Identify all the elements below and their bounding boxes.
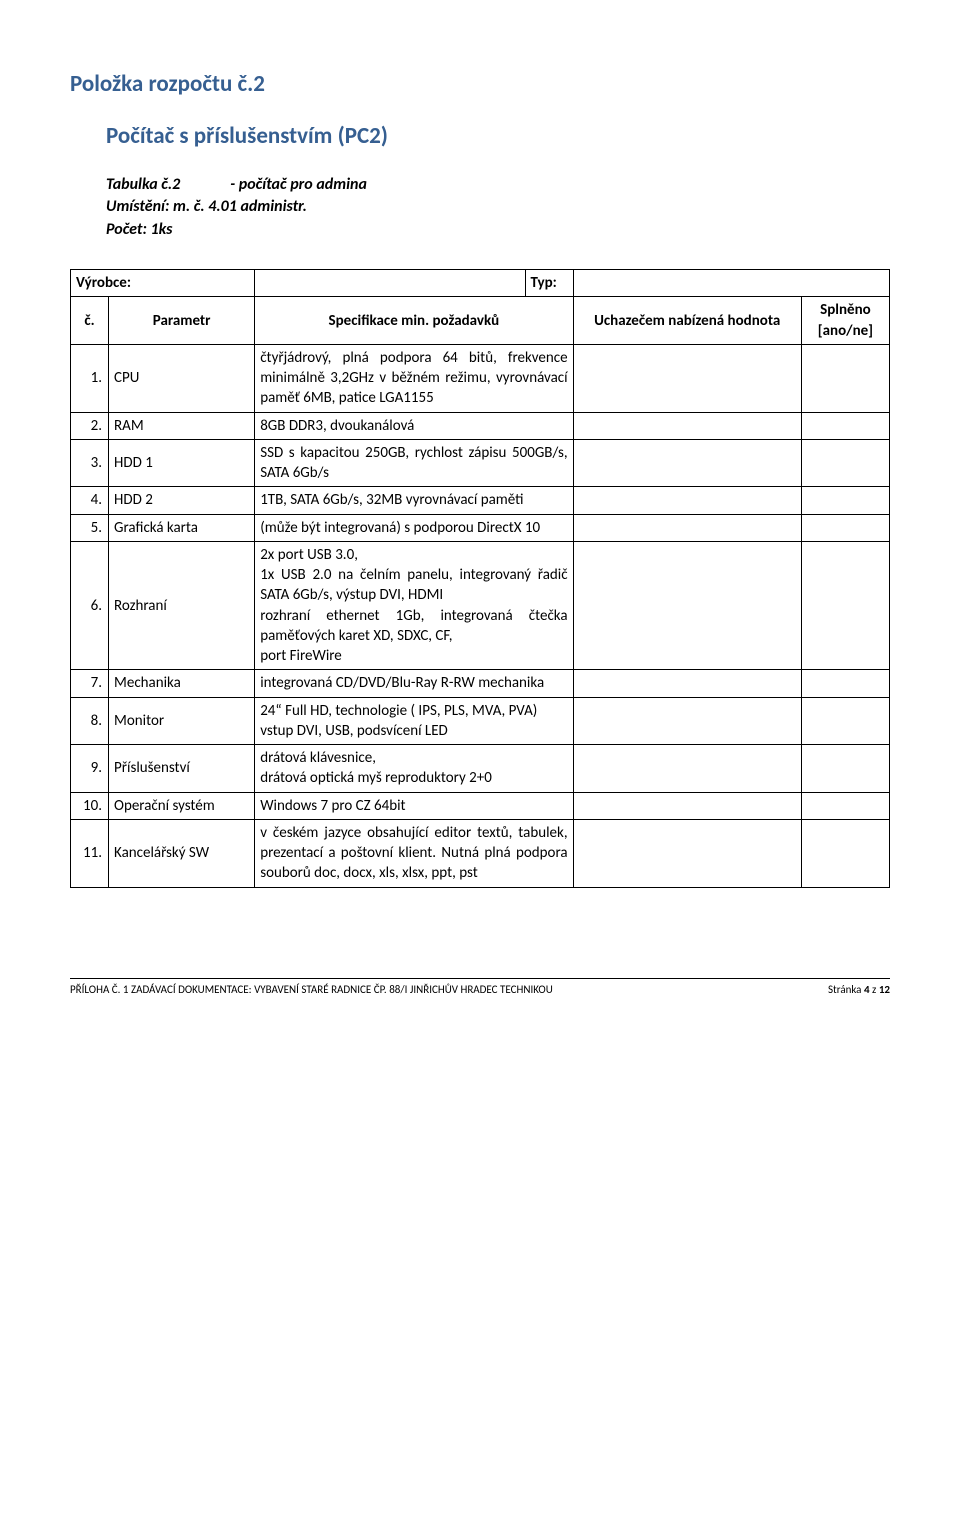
table-row: 4.HDD 21TB, SATA 6Gb/s, 32MB vyrovnávací…: [71, 487, 890, 514]
row-fulfilled[interactable]: [801, 412, 889, 439]
row-param: Příslušenství: [109, 745, 255, 793]
table-row: 8.Monitor24“ Full HD, technologie ( IPS,…: [71, 697, 890, 745]
row-offered[interactable]: [573, 670, 801, 697]
row-param: HDD 1: [109, 439, 255, 487]
meta-count: Počet: 1ks: [106, 219, 890, 241]
spec-table: Výrobce: Typ: č. Parametr Specifikace mi…: [70, 269, 890, 888]
row-fulfilled[interactable]: [801, 344, 889, 412]
row-num: 11.: [71, 819, 109, 887]
row-num: 6.: [71, 541, 109, 670]
heading-sub: Počítač s příslušenstvím (PC2): [106, 122, 890, 150]
row-param: HDD 2: [109, 487, 255, 514]
table-row: 9.Příslušenstvídrátová klávesnice, dráto…: [71, 745, 890, 793]
meta-location: Umístění: m. č. 4.01 administr.: [106, 196, 890, 218]
row-offered[interactable]: [573, 514, 801, 541]
row-num: 5.: [71, 514, 109, 541]
row-param: Kancelářský SW: [109, 819, 255, 887]
row-offered[interactable]: [573, 412, 801, 439]
row-fulfilled[interactable]: [801, 670, 889, 697]
table-row: 11.Kancelářský SWv českém jazyce obsahuj…: [71, 819, 890, 887]
row-fulfilled[interactable]: [801, 487, 889, 514]
row-param: Rozhraní: [109, 541, 255, 670]
row-fulfilled[interactable]: [801, 439, 889, 487]
row-spec: SSD s kapacitou 250GB, rychlost zápisu 5…: [255, 439, 573, 487]
row-param: CPU: [109, 344, 255, 412]
row-param: Grafická karta: [109, 514, 255, 541]
row-spec: drátová klávesnice, drátová optická myš …: [255, 745, 573, 793]
row-offered[interactable]: [573, 697, 801, 745]
hdr-offered: Uchazečem nabízená hodnota: [573, 297, 801, 345]
table-row: 1.CPUčtyřjádrový, plná podpora 64 bitů, …: [71, 344, 890, 412]
meta-table: Tabulka č.2: [106, 174, 180, 196]
row-offered[interactable]: [573, 344, 801, 412]
row-offered[interactable]: [573, 819, 801, 887]
hdr-fulfilled: Splněno [ano/ne]: [801, 297, 889, 345]
manufacturer-value[interactable]: [255, 270, 525, 297]
row-num: 4.: [71, 487, 109, 514]
row-fulfilled[interactable]: [801, 792, 889, 819]
row-spec: 2x port USB 3.0, 1x USB 2.0 na čelním pa…: [255, 541, 573, 670]
row-fulfilled[interactable]: [801, 514, 889, 541]
hdr-param: Parametr: [109, 297, 255, 345]
footer-right: Stránka 4 z 12: [828, 983, 890, 996]
row-spec: (může být integrovaná) s podporou Direct…: [255, 514, 573, 541]
type-label: Typ:: [525, 270, 573, 297]
row-param: Monitor: [109, 697, 255, 745]
row-offered[interactable]: [573, 745, 801, 793]
row-spec: 1TB, SATA 6Gb/s, 32MB vyrovnávací paměti: [255, 487, 573, 514]
row-param: Operační systém: [109, 792, 255, 819]
row-fulfilled[interactable]: [801, 541, 889, 670]
footer-left: PŘÍLOHA Č. 1 ZADÁVACÍ DOKUMENTACE: VYBAV…: [70, 983, 553, 996]
row-spec: integrovaná CD/DVD/Blu-Ray R-RW mechanik…: [255, 670, 573, 697]
row-fulfilled[interactable]: [801, 697, 889, 745]
row-offered[interactable]: [573, 439, 801, 487]
row-num: 3.: [71, 439, 109, 487]
table-row: 3.HDD 1SSD s kapacitou 250GB, rychlost z…: [71, 439, 890, 487]
heading-main: Položka rozpočtu č.2: [70, 70, 890, 98]
row-num: 7.: [71, 670, 109, 697]
manufacturer-label: Výrobce:: [71, 270, 255, 297]
table-row: 5.Grafická karta(může být integrovaná) s…: [71, 514, 890, 541]
row-param: Mechanika: [109, 670, 255, 697]
hdr-spec: Specifikace min. požadavků: [255, 297, 573, 345]
row-spec: 8GB DDR3, dvoukanálová: [255, 412, 573, 439]
row-num: 1.: [71, 344, 109, 412]
header-row: č. Parametr Specifikace min. požadavků U…: [71, 297, 890, 345]
row-fulfilled[interactable]: [801, 745, 889, 793]
type-value[interactable]: [573, 270, 889, 297]
footer: PŘÍLOHA Č. 1 ZADÁVACÍ DOKUMENTACE: VYBAV…: [70, 978, 890, 996]
meta-desc: - počítač pro admina: [230, 174, 367, 196]
row-offered[interactable]: [573, 792, 801, 819]
row-offered[interactable]: [573, 487, 801, 514]
hdr-num: č.: [71, 297, 109, 345]
table-row: 10.Operační systémWindows 7 pro CZ 64bit: [71, 792, 890, 819]
row-spec: čtyřjádrový, plná podpora 64 bitů, frekv…: [255, 344, 573, 412]
table-row: 2.RAM8GB DDR3, dvoukanálová: [71, 412, 890, 439]
row-spec: v českém jazyce obsahující editor textů,…: [255, 819, 573, 887]
row-param: RAM: [109, 412, 255, 439]
row-num: 9.: [71, 745, 109, 793]
row-num: 2.: [71, 412, 109, 439]
row-spec: 24“ Full HD, technologie ( IPS, PLS, MVA…: [255, 697, 573, 745]
row-num: 8.: [71, 697, 109, 745]
manufacturer-row: Výrobce: Typ:: [71, 270, 890, 297]
table-row: 7.Mechanikaintegrovaná CD/DVD/Blu-Ray R-…: [71, 670, 890, 697]
row-num: 10.: [71, 792, 109, 819]
meta-block: Tabulka č.2 - počítač pro admina Umístěn…: [106, 174, 890, 241]
table-row: 6.Rozhraní2x port USB 3.0, 1x USB 2.0 na…: [71, 541, 890, 670]
row-spec: Windows 7 pro CZ 64bit: [255, 792, 573, 819]
row-fulfilled[interactable]: [801, 819, 889, 887]
page: Položka rozpočtu č.2 Počítač s příslušen…: [0, 0, 960, 1036]
row-offered[interactable]: [573, 541, 801, 670]
